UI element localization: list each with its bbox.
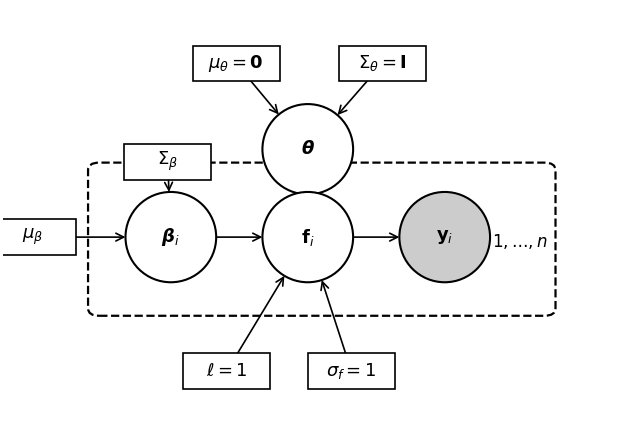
Text: $\mu_\beta$: $\mu_\beta$ [22, 227, 43, 247]
Text: $\mu_\theta = \mathbf{0}$: $\mu_\theta = \mathbf{0}$ [208, 53, 264, 74]
Text: $i = 1, \ldots, n$: $i = 1, \ldots, n$ [467, 231, 547, 251]
Ellipse shape [263, 104, 353, 194]
Text: $\Sigma_\beta$: $\Sigma_\beta$ [157, 150, 178, 173]
Text: $\mathbf{f}_i$: $\mathbf{f}_i$ [301, 226, 315, 248]
FancyBboxPatch shape [0, 219, 76, 255]
Text: $\boldsymbol{\theta}$: $\boldsymbol{\theta}$ [301, 140, 315, 158]
Ellipse shape [399, 192, 490, 282]
Text: $\Sigma_\theta = \mathbf{I}$: $\Sigma_\theta = \mathbf{I}$ [358, 53, 407, 73]
Ellipse shape [126, 192, 216, 282]
FancyBboxPatch shape [124, 144, 211, 180]
Text: $\boldsymbol{\beta}_i$: $\boldsymbol{\beta}_i$ [161, 226, 180, 248]
Text: $\mathbf{y}_i$: $\mathbf{y}_i$ [436, 228, 453, 246]
Text: $\ell = 1$: $\ell = 1$ [206, 362, 247, 380]
FancyBboxPatch shape [183, 353, 271, 389]
Ellipse shape [263, 192, 353, 282]
FancyBboxPatch shape [193, 46, 279, 81]
FancyBboxPatch shape [308, 353, 395, 389]
FancyBboxPatch shape [339, 46, 426, 81]
Text: $\sigma_f = 1$: $\sigma_f = 1$ [327, 361, 376, 381]
